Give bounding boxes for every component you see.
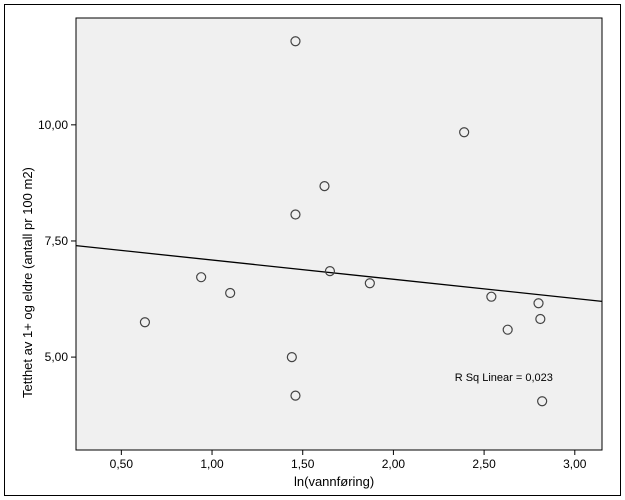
svg-text:2,50: 2,50 [472,457,496,471]
svg-text:0,50: 0,50 [110,457,134,471]
scatter-figure: 0,50 1,00 1,50 2,00 2,50 3,00 5,00 7,50 10,00 Te… [0,0,625,500]
x-axis-label: ln(vannføring) [294,474,374,489]
plot-svg: 0,50 1,00 1,50 2,00 2,50 3,00 5,00 7,50 10,00 [26,8,612,480]
svg-text:2,00: 2,00 [382,457,406,471]
svg-text:3,00: 3,00 [563,457,587,471]
svg-text:10,00: 10,00 [38,118,68,132]
plot-area: 0,501,001,502,002,503,005,007,5010,00 [76,18,602,450]
y-axis-label: Tetthet av 1+ og eldre (antall pr 100 m2… [20,167,35,398]
svg-text:1,50: 1,50 [291,457,315,471]
svg-text:7,50: 7,50 [45,234,69,248]
svg-text:1,00: 1,00 [200,457,224,471]
rsq-annotation: R Sq Linear = 0,023 [455,372,553,384]
svg-text:5,00: 5,00 [45,350,69,364]
